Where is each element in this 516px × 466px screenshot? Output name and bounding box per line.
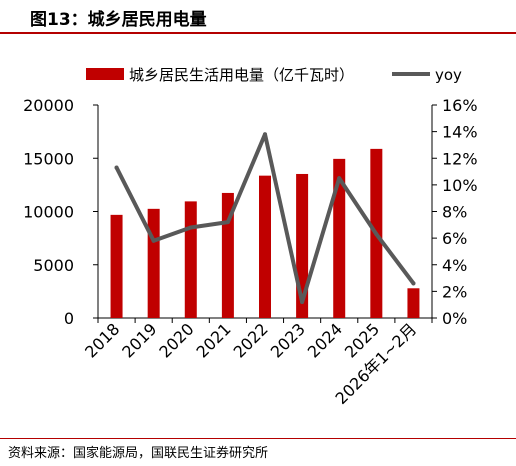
y-left-tick-label: 10000: [23, 203, 74, 222]
title-bar: 图13：城乡居民用电量: [0, 0, 516, 34]
bar: [407, 288, 420, 318]
yoy-point: [188, 225, 193, 230]
yoy-point: [225, 220, 230, 225]
y-left-tick-label: 5000: [33, 256, 74, 275]
y-left-tick-label: 20000: [23, 96, 74, 115]
yoy-point: [411, 281, 416, 286]
yoy-point: [337, 176, 342, 181]
y-right-tick-label: 16%: [442, 96, 478, 115]
legend-bar-label: 城乡居民生活用电量（亿千瓦时）: [129, 66, 354, 84]
source-note: 资料来源：国家能源局，国联民生证券研究所: [8, 446, 269, 461]
source-divider: [0, 438, 516, 439]
bar: [259, 175, 271, 318]
x-tick-label: 2023: [267, 319, 309, 361]
bar: [147, 208, 160, 318]
chart: 0 5000 10000 15000 20000 0% 2% 4% 6% 8% 10% 12% 14% 1…: [23, 66, 478, 408]
x-tick-label: 2019: [118, 319, 160, 361]
y-right-tick-label: 14%: [442, 123, 478, 142]
yoy-point: [151, 238, 156, 243]
title-divider: [0, 32, 516, 34]
x-tick-label: 2022: [230, 319, 272, 361]
y-right-tick-label: 10%: [442, 176, 478, 195]
x-tick-label: 2021: [192, 319, 234, 361]
bar: [110, 214, 123, 318]
y-right-tick-label: 2%: [442, 282, 467, 301]
bar: [184, 201, 197, 318]
bar: [333, 158, 346, 318]
y-right-tick-label: 12%: [442, 149, 478, 168]
yoy-point: [263, 132, 267, 137]
yoy-point: [300, 300, 305, 305]
legend-line-label: yoy: [435, 66, 462, 84]
y-right-tick-label: 6%: [442, 229, 467, 248]
x-tick-label: 2024: [304, 319, 346, 361]
x-tick-label: 2020: [155, 319, 197, 361]
yoy-point: [374, 232, 379, 237]
y-left-tick-label: 15000: [23, 149, 74, 168]
y-right-tick-label: 4%: [442, 256, 467, 275]
legend-bar-swatch: [86, 68, 124, 80]
y-left-tick-label: 0: [64, 309, 74, 328]
yoy-point: [114, 165, 119, 170]
chart-title: 图13：城乡居民用电量: [30, 10, 207, 30]
x-tick-label: 2018: [81, 319, 123, 361]
y-right-tick-label: 0%: [442, 309, 467, 328]
y-right-tick-label: 8%: [442, 203, 467, 222]
